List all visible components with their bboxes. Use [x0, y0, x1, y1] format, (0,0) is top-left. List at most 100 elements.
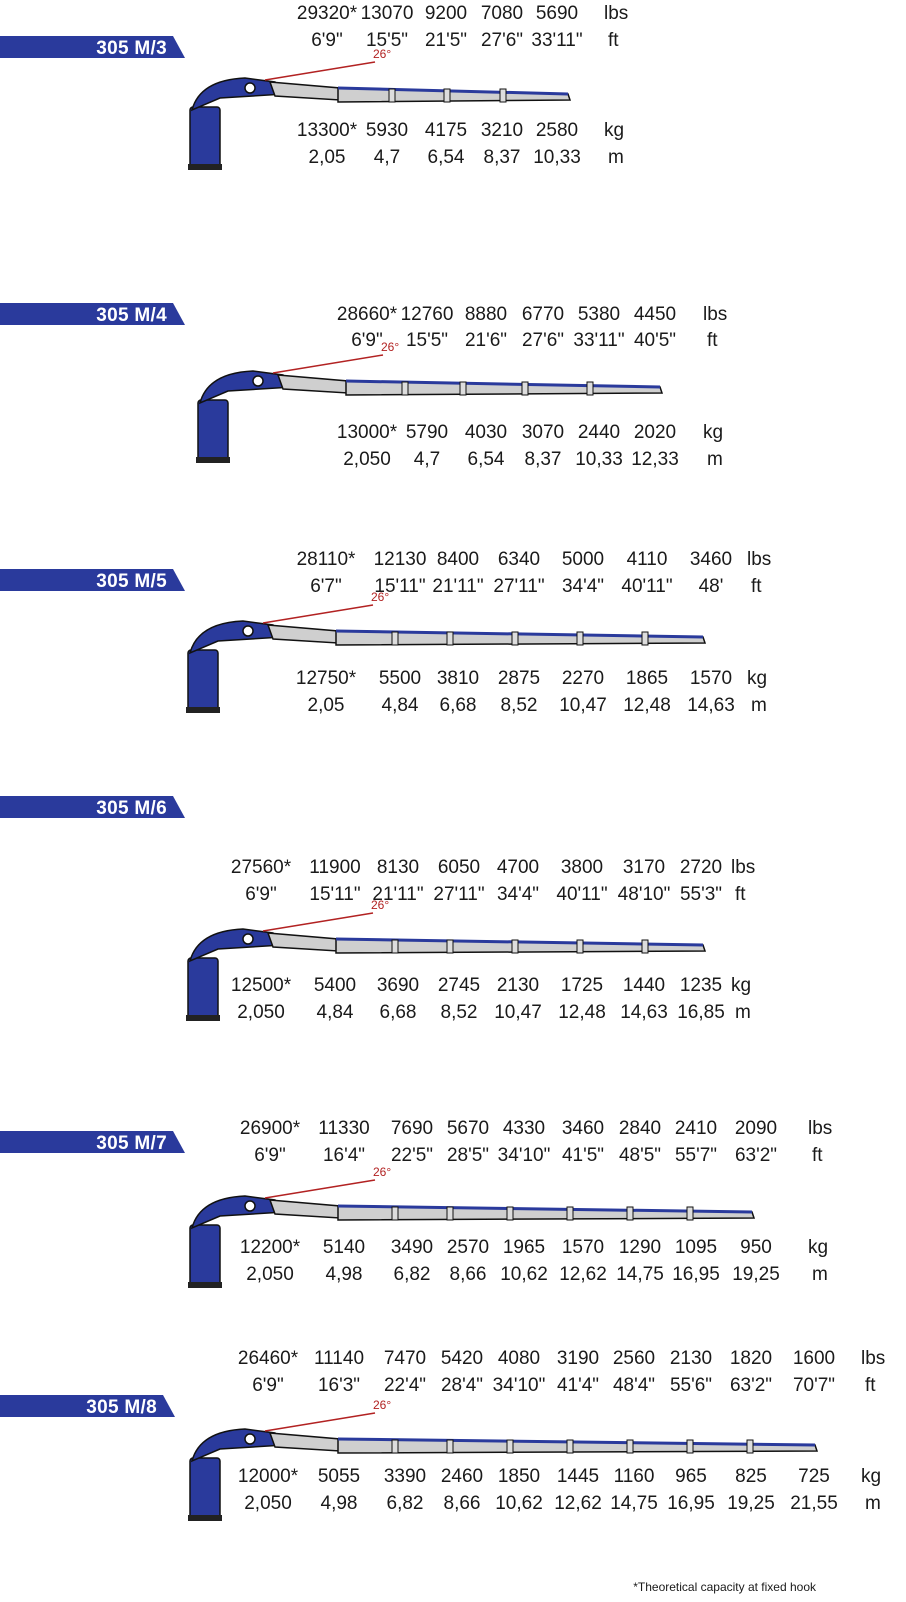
model-badge: 305 M/4 — [0, 303, 185, 326]
crane-base-plate — [188, 1282, 222, 1288]
ft-value: 55'6" — [669, 1375, 713, 1396]
ft-value: 27'6" — [521, 330, 565, 351]
crane-boom-top-edge — [337, 86, 569, 96]
angle-indicator-line — [264, 61, 376, 81]
lbs-value: 1600 — [792, 1348, 836, 1369]
ft-value: 40'11" — [621, 576, 673, 597]
model-badge: 305 M/8 — [0, 1395, 175, 1418]
lbs-value: 6050 — [437, 857, 481, 878]
m-value: 4,84 — [381, 695, 419, 716]
lbs-value: 3800 — [560, 857, 604, 878]
m-value: 8,37 — [524, 449, 562, 470]
kg-value: 12200* — [239, 1237, 301, 1258]
m-unit-label: m — [865, 1493, 881, 1514]
ft-value: 15'11" — [374, 576, 426, 597]
m-value: 8,52 — [440, 1002, 478, 1023]
badge-shape — [0, 303, 185, 325]
badge-shape-fill — [0, 1131, 185, 1153]
kg-value: 5790 — [405, 422, 449, 443]
lbs-value: 12760 — [400, 304, 454, 325]
crane-pivot-joint — [244, 1433, 256, 1445]
m-value: 12,62 — [554, 1493, 602, 1514]
m-value: 21,55 — [790, 1493, 838, 1514]
crane-boom-segment-joint — [626, 1206, 634, 1221]
crane-boom-segment-joint — [443, 88, 451, 103]
lbs-unit-label: lbs — [747, 549, 772, 570]
m-value: 16,95 — [672, 1264, 720, 1285]
ft-value: 41'5" — [561, 1145, 605, 1166]
crane-boom-segment-joint — [391, 631, 399, 646]
badge-shape-fill — [0, 569, 185, 591]
ft-value: 15'5" — [365, 30, 409, 51]
m-value: 6,54 — [467, 449, 505, 470]
lbs-value: 4700 — [496, 857, 540, 878]
m-value: 2,050 — [244, 1493, 292, 1514]
m-value: 14,75 — [610, 1493, 658, 1514]
crane-pivot-joint — [242, 625, 254, 637]
kg-value: 950 — [740, 1237, 772, 1258]
lbs-value: 4110 — [626, 549, 668, 570]
crane-boom-segment-joint — [401, 381, 409, 396]
kg-value: 1570 — [689, 668, 733, 689]
lbs-value: 3460 — [561, 1118, 605, 1139]
m-value: 10,33 — [575, 449, 623, 470]
lbs-value: 5670 — [446, 1118, 490, 1139]
badge-shape — [0, 1131, 185, 1153]
badge-shape — [0, 36, 185, 58]
m-value: 10,33 — [533, 147, 581, 168]
badge-shape-fill — [0, 303, 185, 325]
angle-label: 26° — [371, 590, 389, 604]
m-value: 10,47 — [494, 1002, 542, 1023]
badge-shape — [0, 796, 185, 818]
m-value: 12,33 — [631, 449, 679, 470]
ft-value: 70'7" — [792, 1375, 836, 1396]
badge-shape-fill — [0, 1395, 175, 1417]
ft-value: 55'3" — [679, 884, 723, 905]
lbs-value: 11330 — [318, 1118, 370, 1139]
ft-value: 48'5" — [618, 1145, 662, 1166]
ft-value: 40'11" — [556, 884, 608, 905]
kg-unit-label: kg — [861, 1466, 882, 1487]
badge-shape — [0, 569, 185, 591]
ft-value: 41'4" — [556, 1375, 600, 1396]
m-unit-label: m — [812, 1264, 828, 1285]
m-value: 6,82 — [393, 1264, 431, 1285]
lbs-unit-label: lbs — [808, 1118, 833, 1139]
kg-unit-label: kg — [703, 422, 724, 443]
crane-boom-segment-joint — [446, 631, 454, 646]
crane-boom-top-edge — [345, 379, 661, 389]
crane-boom-segment-joint — [511, 631, 519, 646]
lbs-value: 1820 — [729, 1348, 773, 1369]
kg-value: 2460 — [440, 1466, 484, 1487]
ft-unit-label: ft — [608, 30, 619, 51]
crane-boom-segment-joint — [459, 381, 467, 396]
m-unit-label: m — [735, 1002, 751, 1023]
lbs-value: 8880 — [464, 304, 508, 325]
ft-value: 21'11" — [432, 576, 484, 597]
ft-value: 16'3" — [317, 1375, 361, 1396]
crane-base-plate — [186, 707, 220, 713]
ft-value: 27'6" — [480, 30, 524, 51]
crane-boom-segment-joint — [506, 1439, 514, 1454]
lbs-value: 29320* — [296, 3, 358, 24]
m-value: 4,7 — [413, 449, 441, 470]
lbs-value: 27560* — [230, 857, 292, 878]
lbs-value: 11900 — [309, 857, 361, 878]
lbs-value: 7470 — [383, 1348, 427, 1369]
lbs-value: 9200 — [424, 3, 468, 24]
lbs-value: 2090 — [734, 1118, 778, 1139]
m-value: 4,98 — [320, 1493, 358, 1514]
kg-value: 5400 — [313, 975, 357, 996]
kg-value: 4175 — [424, 120, 468, 141]
m-value: 4,98 — [325, 1264, 363, 1285]
kg-unit-label: kg — [808, 1237, 829, 1258]
crane-boom-segment-joint — [746, 1439, 754, 1454]
m-value: 6,68 — [439, 695, 477, 716]
ft-value: 6'9" — [351, 330, 383, 351]
m-value: 6,54 — [427, 147, 465, 168]
model-name: 305 M/3 — [96, 38, 167, 59]
kg-value: 3070 — [521, 422, 565, 443]
ft-value: 28'5" — [446, 1145, 490, 1166]
ft-value: 28'4" — [440, 1375, 484, 1396]
